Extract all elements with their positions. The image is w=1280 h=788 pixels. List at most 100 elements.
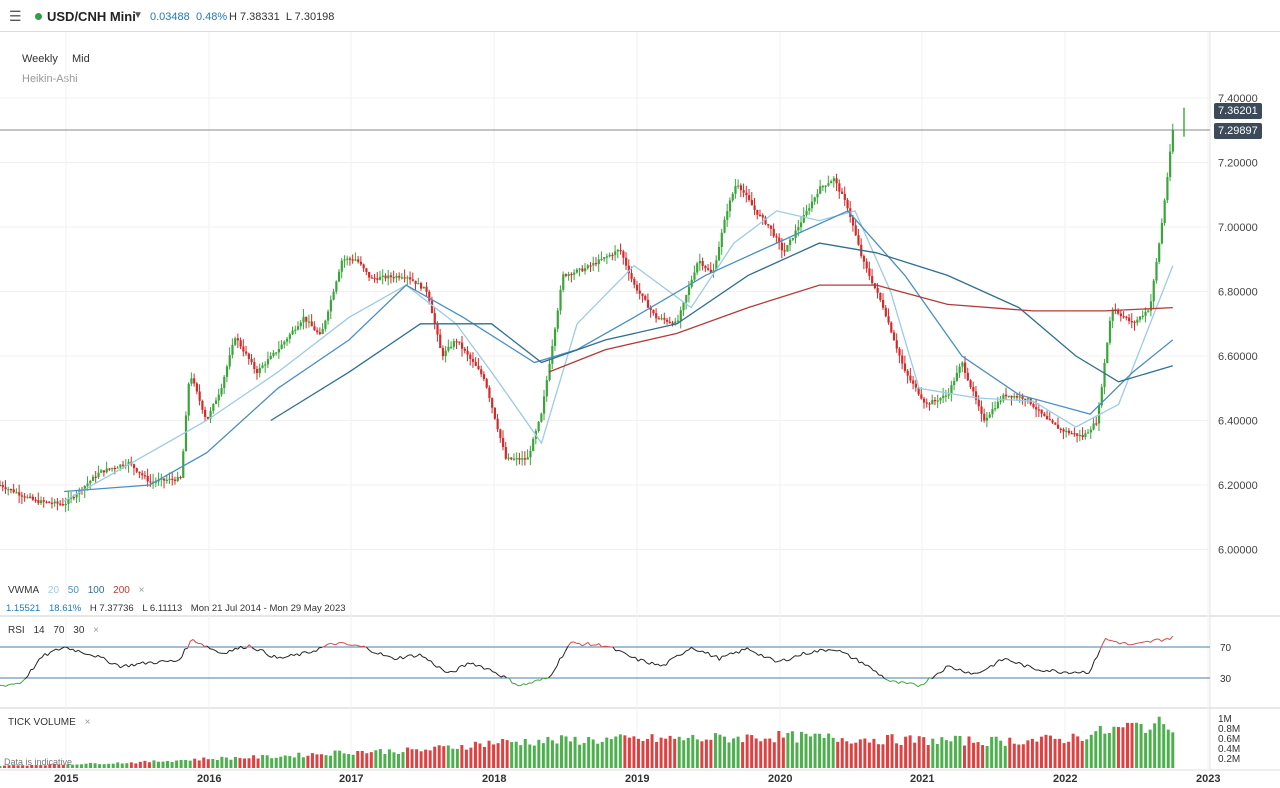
hamburger-icon[interactable]: ☰ <box>9 8 22 24</box>
candle-body <box>764 217 767 225</box>
candle-body <box>819 186 822 194</box>
rsi-line-segment <box>310 650 314 654</box>
volume-bar <box>446 745 450 768</box>
rsi-close-icon[interactable]: × <box>93 625 100 636</box>
chevron-down-icon[interactable]: ▼ <box>133 10 143 21</box>
candle-body <box>190 378 193 384</box>
time-tick-label: 2018 <box>482 773 506 785</box>
candle-body <box>455 341 458 343</box>
price-tick-label: 7.40000 <box>1218 93 1258 105</box>
candle-body <box>972 386 975 392</box>
rsi-name: RSI <box>8 625 25 636</box>
price-type-label[interactable]: Mid <box>72 53 90 65</box>
rsi-line-segment <box>1027 664 1031 667</box>
candle-body <box>261 365 264 368</box>
candle-body <box>141 473 144 476</box>
candle-body <box>1119 313 1123 317</box>
volume-bar <box>66 764 70 768</box>
rsi-line-segment <box>481 665 485 670</box>
rsi-line-segment <box>181 648 186 658</box>
volume-bar <box>564 736 568 768</box>
volume-bar <box>750 735 754 768</box>
candle-body <box>600 258 603 261</box>
candle-body <box>674 321 677 325</box>
volume-name: TICK VOLUME <box>8 717 76 728</box>
interval-label[interactable]: Weekly <box>22 53 58 65</box>
volume-bar <box>48 764 52 768</box>
volume-bar <box>845 741 849 768</box>
rsi-line-segment <box>1007 658 1011 662</box>
candle-body <box>1037 409 1041 411</box>
volume-bar <box>120 763 124 768</box>
rsi-line-segment <box>567 642 572 647</box>
volume-bar <box>424 749 428 768</box>
candle-body <box>903 363 907 371</box>
candle-body <box>403 277 406 279</box>
vwma-close-icon[interactable]: × <box>138 585 145 596</box>
rsi-line-segment <box>917 684 922 688</box>
volume-bar <box>315 754 319 768</box>
volume-bar <box>886 735 890 768</box>
rsi-line-segment <box>218 652 222 654</box>
volume-bar <box>510 742 514 768</box>
candle-body <box>143 475 147 477</box>
volume-bar <box>406 747 410 768</box>
candle-body <box>469 354 472 359</box>
volume-bar <box>469 747 473 768</box>
rsi-line-segment <box>595 643 600 646</box>
chart-style-label[interactable]: Heikin-Ashi <box>22 73 78 85</box>
candle-body <box>100 470 103 473</box>
rsi-line-segment <box>556 658 561 667</box>
candle-body <box>1147 310 1150 312</box>
rsi-line-segment <box>134 663 138 667</box>
candle-body <box>228 355 231 367</box>
time-tick-label: 2023 <box>1196 773 1220 785</box>
volume-bar <box>401 752 405 768</box>
rsi-line-segment <box>273 654 278 659</box>
rsi-line-segment <box>746 647 751 651</box>
volume-bar <box>623 735 627 768</box>
price-tick-label: 6.40000 <box>1218 416 1258 428</box>
candle-body <box>378 276 382 280</box>
volume-bar <box>967 736 971 768</box>
rsi-line-segment <box>691 646 695 650</box>
rsi-line-segment <box>769 656 773 660</box>
volume-bar <box>378 749 382 768</box>
volume-bar <box>827 733 831 768</box>
candle-body <box>507 457 510 459</box>
volume-bar <box>867 742 871 768</box>
candle-body <box>799 222 803 228</box>
candle-body <box>802 215 805 223</box>
candle-body <box>72 497 76 499</box>
volume-bar <box>473 741 477 768</box>
candle-body <box>532 438 535 451</box>
rsi-line-segment <box>1021 663 1025 668</box>
volume-bar <box>931 738 935 768</box>
rsi-line-segment <box>808 652 812 655</box>
rsi-line-segment <box>405 654 409 658</box>
rsi-line-segment <box>979 670 983 674</box>
candle-body <box>357 259 360 262</box>
symbol-title[interactable]: USD/CNH Mini <box>47 9 136 24</box>
rsi-line-segment <box>598 643 603 648</box>
candle-body <box>411 279 414 281</box>
volume-bar <box>777 731 781 768</box>
candle-body <box>912 380 915 384</box>
volume-bar <box>156 761 160 768</box>
rsi-line-segment <box>1167 638 1171 640</box>
volume-close-icon[interactable]: × <box>84 717 91 728</box>
rsi-line-segment <box>531 680 535 684</box>
candle-body <box>1018 396 1021 398</box>
rsi-line-segment <box>1158 638 1162 642</box>
volume-bar <box>573 736 577 768</box>
candle-body <box>1089 429 1092 433</box>
rsi-line-segment <box>940 670 944 674</box>
volume-bar <box>940 737 944 768</box>
rsi-line-segment <box>926 677 930 683</box>
candle-body <box>264 364 267 366</box>
candle-body <box>277 348 281 353</box>
candle-body <box>160 478 163 480</box>
rsi-line-segment <box>1080 670 1084 674</box>
candle-body <box>838 183 841 192</box>
